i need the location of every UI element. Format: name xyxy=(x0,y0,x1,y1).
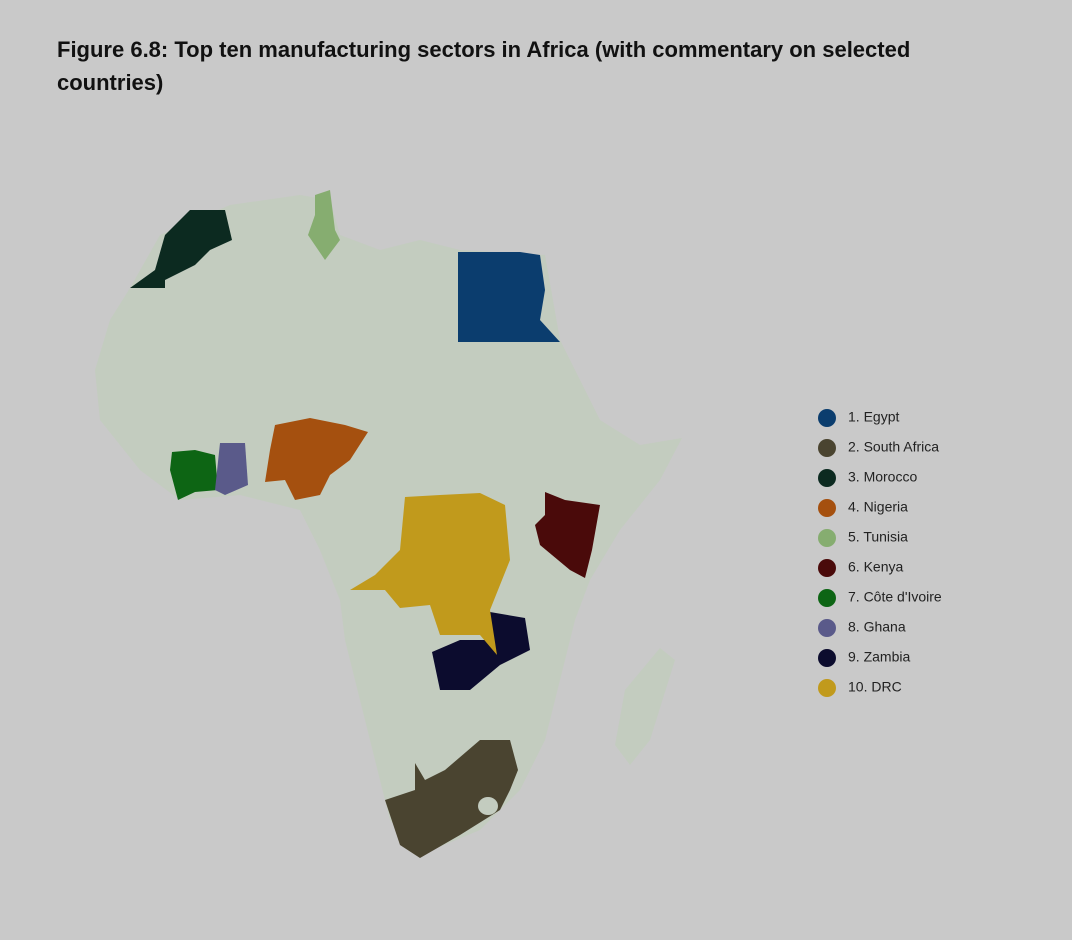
legend-swatch xyxy=(818,619,836,637)
legend: 1. Egypt 2. South Africa 3. Morocco 4. Nige… xyxy=(818,409,942,697)
legend-label: 5. Tunisia xyxy=(848,529,908,545)
country xyxy=(215,443,248,495)
lesotho xyxy=(478,797,498,815)
madagascar xyxy=(615,648,675,765)
legend-swatch xyxy=(818,559,836,577)
country xyxy=(385,740,518,858)
country xyxy=(308,190,340,260)
legend-swatch xyxy=(818,529,836,547)
countries xyxy=(130,190,600,858)
legend-label: 1. Egypt xyxy=(848,409,899,425)
legend-label: 8. Ghana xyxy=(848,619,906,635)
legend-swatch xyxy=(818,409,836,427)
country xyxy=(458,252,560,342)
country xyxy=(170,450,218,500)
country xyxy=(265,418,368,500)
figure-title: Figure 6.8: Top ten manufacturing sector… xyxy=(57,37,911,95)
legend-label: 4. Nigeria xyxy=(848,499,908,515)
legend-label: 6. Kenya xyxy=(848,559,903,575)
country xyxy=(350,493,510,655)
legend-label: 7. Côte d'Ivoire xyxy=(848,589,942,605)
country xyxy=(535,492,600,578)
legend-swatch xyxy=(818,439,836,457)
legend-label: 2. South Africa xyxy=(848,439,939,455)
legend-label: 3. Morocco xyxy=(848,469,917,485)
africa xyxy=(95,195,682,855)
legend-swatch xyxy=(818,649,836,667)
legend-swatch xyxy=(818,679,836,697)
legend-label: 10. DRC xyxy=(848,679,902,695)
legend-swatch xyxy=(818,589,836,607)
country xyxy=(432,612,530,690)
legend-swatch xyxy=(818,469,836,487)
country xyxy=(130,210,232,288)
legend-label: 9. Zambia xyxy=(848,649,910,665)
legend-swatch xyxy=(818,499,836,517)
